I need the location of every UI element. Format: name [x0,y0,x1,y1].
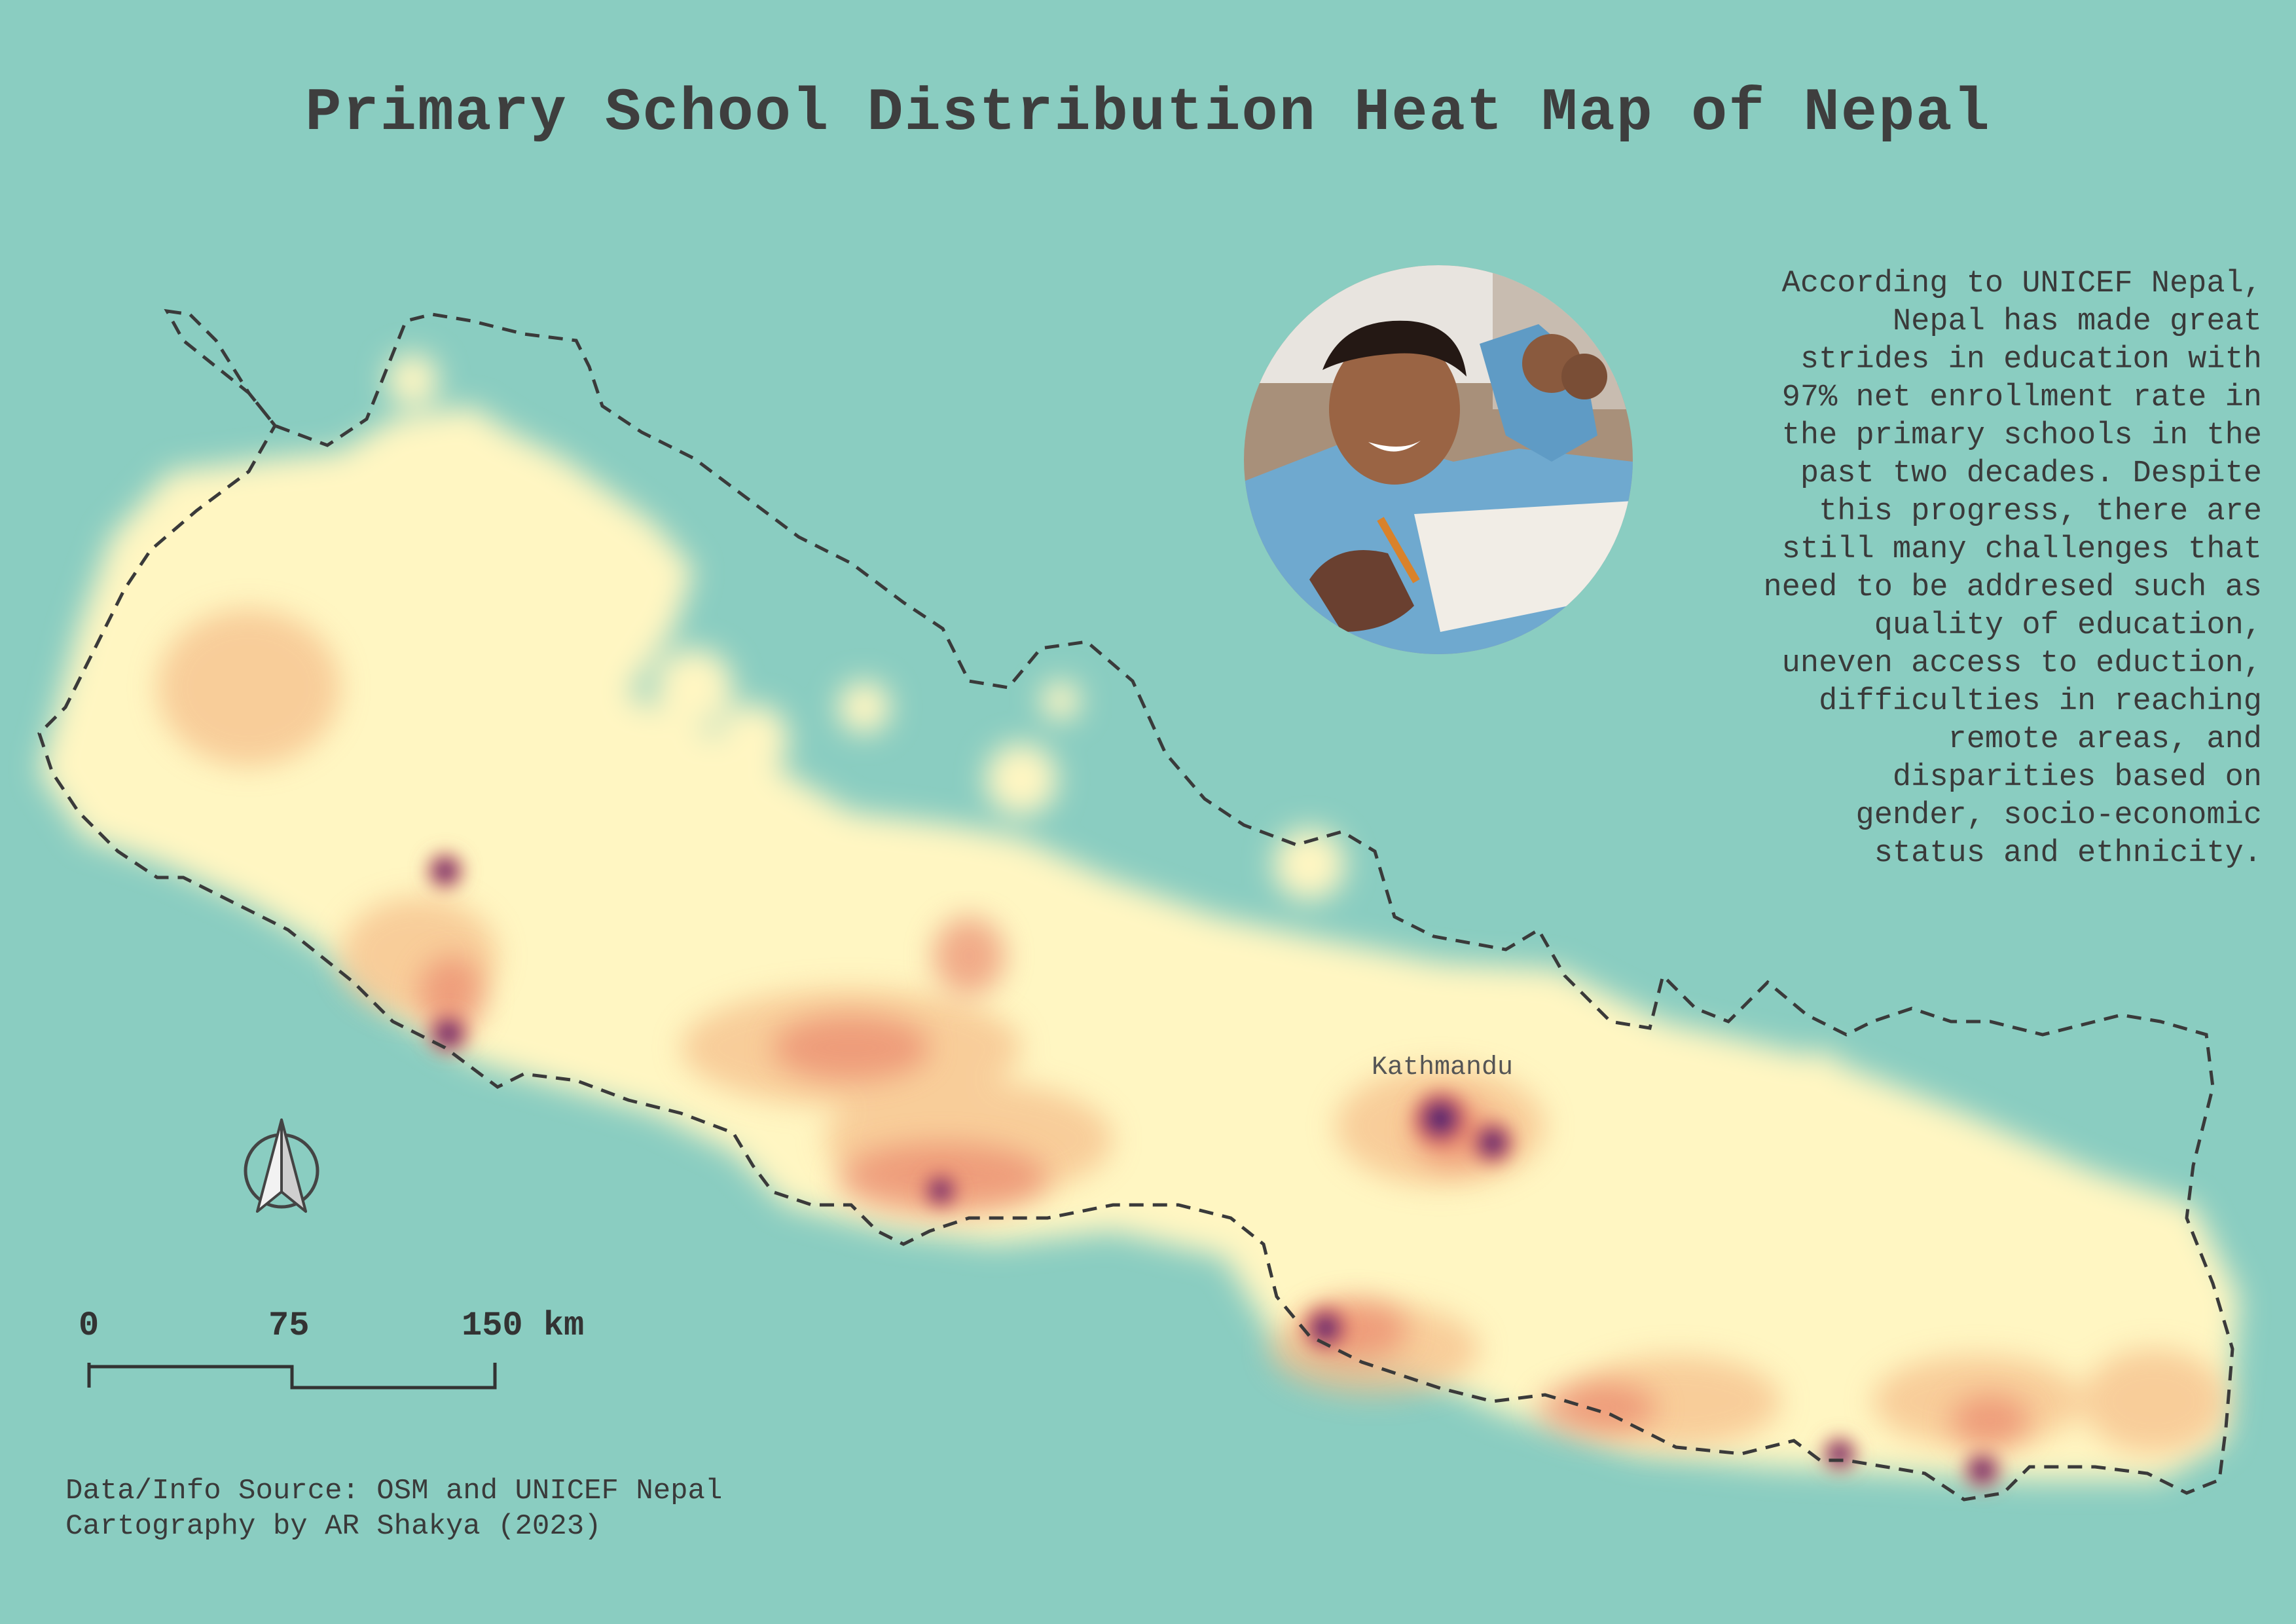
credits: Data/Info Source: OSM and UNICEF Nepal C… [65,1473,722,1544]
hotspot [1411,1089,1470,1148]
scale-bar-labels: 0 75 150 km [65,1306,655,1352]
heat-base-layer [39,354,2239,1480]
hotspot [1821,1435,1858,1472]
hotspot [428,1012,469,1054]
scale-bar [87,1363,497,1390]
nepal-border [37,308,2234,1502]
hotspot [1303,1305,1349,1351]
children-photo [1244,265,1633,654]
credits-source: Data/Info Source: OSM and UNICEF Nepal [65,1475,723,1507]
hotspot [1470,1120,1516,1166]
hotspot [1963,1450,2002,1490]
map-title: Primary School Distribution Heat Map of … [305,79,1991,147]
scale-label-150: 150 km [462,1306,585,1345]
hotspot-layer [426,851,2002,1490]
scale-label-0: 0 [79,1306,100,1345]
city-label-kathmandu: Kathmandu [1372,1053,1514,1082]
hotspot [426,851,465,891]
credits-author: Cartography by AR Shakya (2023) [65,1510,602,1543]
hotspot [922,1172,959,1209]
north-arrow-icon [244,1118,319,1213]
scale-label-75: 75 [268,1306,310,1345]
info-paragraph: According to UNICEF Nepal, Nepal has mad… [1763,267,2262,871]
